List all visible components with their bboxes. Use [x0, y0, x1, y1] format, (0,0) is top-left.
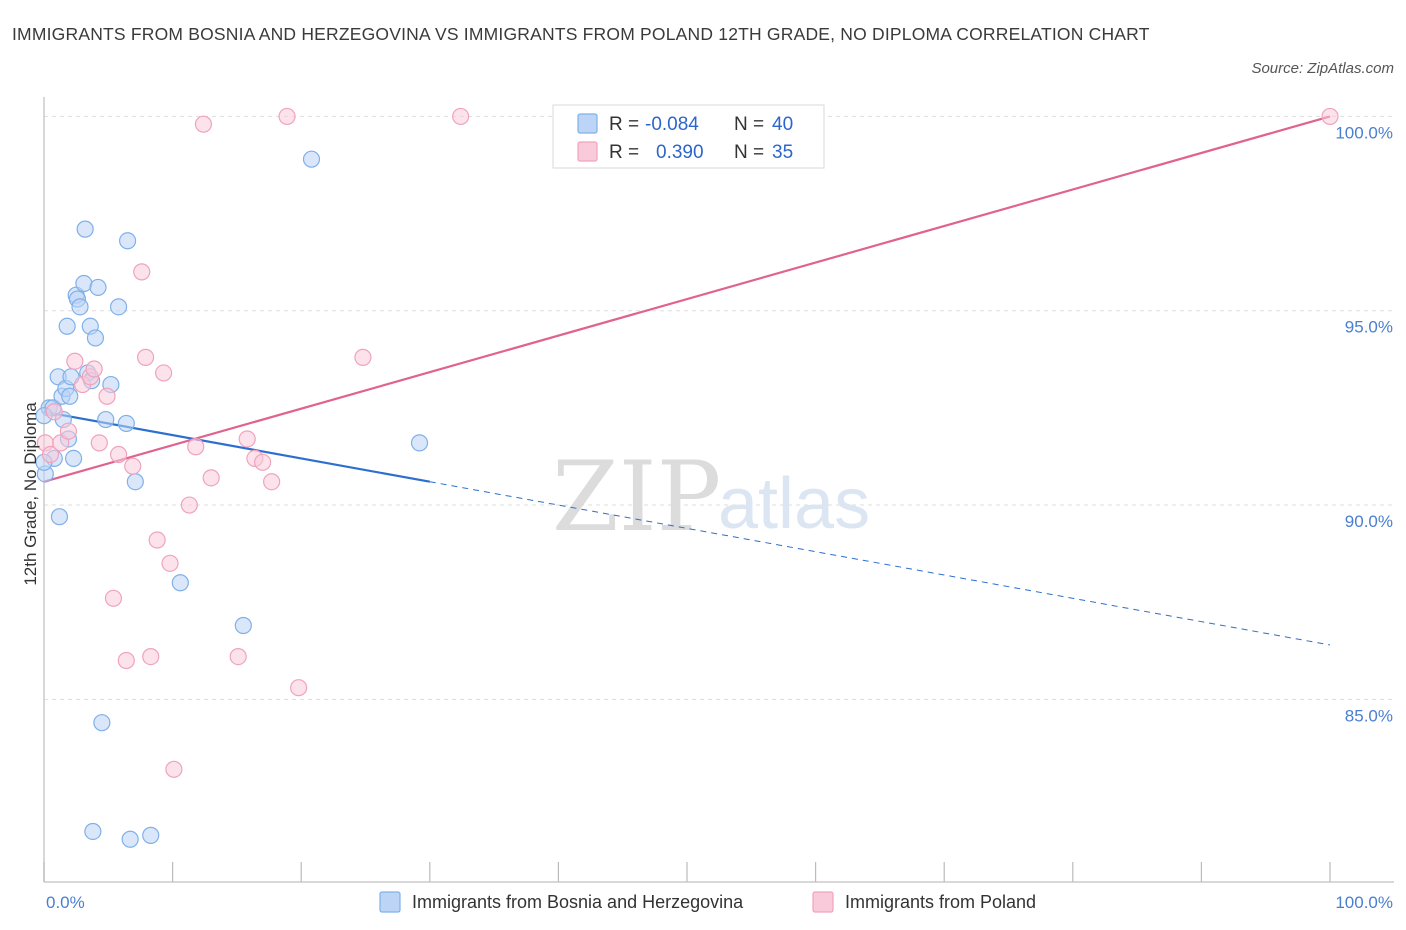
legend-swatch-bosnia — [379, 891, 401, 913]
point-bosnia — [61, 387, 79, 405]
chart-title: IMMIGRANTS FROM BOSNIA AND HERZEGOVINA V… — [12, 24, 1150, 44]
gridlines — [44, 115, 1394, 700]
stats-n-label-bosnia: N = — [734, 114, 764, 135]
point-poland — [104, 589, 123, 607]
point-bosnia — [97, 410, 115, 429]
watermark: ZIP atlas — [552, 441, 870, 553]
point-poland — [354, 348, 372, 366]
point-poland — [187, 438, 205, 456]
point-poland — [263, 473, 281, 491]
legend-label-poland: Immigrants from Poland — [845, 892, 1036, 912]
point-poland — [180, 496, 198, 514]
point-bosnia — [71, 298, 89, 316]
point-bosnia — [126, 473, 144, 491]
point-poland — [202, 469, 220, 487]
point-bosnia — [75, 274, 93, 293]
point-bosnia — [89, 278, 107, 297]
point-poland — [98, 387, 116, 405]
point-poland — [290, 679, 308, 697]
point-poland — [229, 648, 247, 666]
trend-line-bosnia-extrapolated — [429, 481, 1331, 646]
y-tick-label: 85.0% — [1345, 706, 1393, 725]
point-bosnia — [410, 434, 429, 452]
point-bosnia — [121, 830, 139, 848]
stats-swatch-bosnia — [577, 113, 598, 134]
point-poland — [254, 453, 272, 471]
trend-lines — [43, 115, 1331, 646]
data-points — [35, 107, 1339, 848]
point-bosnia — [171, 574, 189, 592]
y-axis-label: 12th Grade, No Diploma — [21, 402, 40, 586]
point-poland — [148, 531, 166, 549]
tick-labels: 100.0% 95.0% 90.0% 85.0% 0.0% 100.0% — [46, 123, 1393, 912]
point-poland — [1321, 107, 1339, 126]
point-poland — [194, 115, 213, 133]
point-poland — [117, 651, 135, 670]
point-poland — [59, 422, 78, 440]
stats-box: R = -0.084 N = 40 R = 0.390 N = 35 — [552, 104, 825, 169]
point-poland — [109, 445, 128, 464]
point-bosnia — [109, 298, 128, 316]
point-bosnia — [50, 508, 69, 526]
stats-r-value-poland: 0.390 — [656, 142, 704, 163]
stats-r-label-bosnia: R = — [609, 114, 639, 135]
point-poland — [41, 445, 60, 464]
point-poland — [45, 403, 63, 421]
stats-n-value-bosnia: 40 — [772, 114, 793, 135]
stats-n-label-poland: N = — [734, 142, 764, 163]
legend: Immigrants from Bosnia and Herzegovina I… — [379, 891, 1036, 913]
trend-line-poland — [43, 115, 1331, 483]
point-bosnia — [142, 826, 160, 844]
point-bosnia — [302, 150, 321, 168]
point-poland — [154, 364, 173, 382]
source-label: Source: ZipAtlas.com — [1251, 60, 1394, 77]
axes — [43, 97, 1394, 883]
point-poland — [66, 352, 84, 370]
point-bosnia — [76, 220, 94, 238]
watermark-zip: ZIP — [552, 441, 721, 553]
stats-swatch-poland — [577, 141, 598, 162]
point-poland — [165, 760, 183, 778]
stats-n-value-poland: 35 — [772, 142, 793, 163]
point-bosnia — [86, 329, 105, 347]
point-bosnia — [117, 414, 135, 433]
point-poland — [124, 457, 142, 475]
watermark-atlas: atlas — [718, 464, 870, 544]
point-bosnia — [118, 232, 137, 250]
point-bosnia — [64, 449, 83, 468]
point-poland — [136, 348, 155, 366]
point-poland — [90, 434, 108, 452]
point-poland — [452, 107, 470, 126]
point-poland — [161, 554, 179, 572]
x-tick-label: 100.0% — [1335, 893, 1393, 912]
stats-r-value-bosnia: -0.084 — [645, 114, 699, 135]
point-poland — [238, 430, 256, 448]
point-bosnia — [58, 317, 76, 335]
point-poland — [133, 263, 151, 281]
point-bosnia — [93, 714, 111, 732]
y-tick-label: 100.0% — [1335, 123, 1393, 142]
point-poland — [142, 648, 160, 666]
x-tick-label: 0.0% — [46, 893, 85, 912]
legend-label-bosnia: Immigrants from Bosnia and Herzegovina — [412, 892, 744, 912]
stats-r-label-poland: R = — [609, 142, 639, 163]
point-poland — [278, 107, 296, 126]
point-bosnia — [84, 822, 102, 841]
y-tick-label: 95.0% — [1345, 318, 1393, 337]
point-bosnia — [234, 616, 252, 635]
point-poland — [85, 360, 103, 378]
legend-swatch-poland — [812, 891, 834, 913]
y-tick-label: 90.0% — [1345, 512, 1393, 531]
